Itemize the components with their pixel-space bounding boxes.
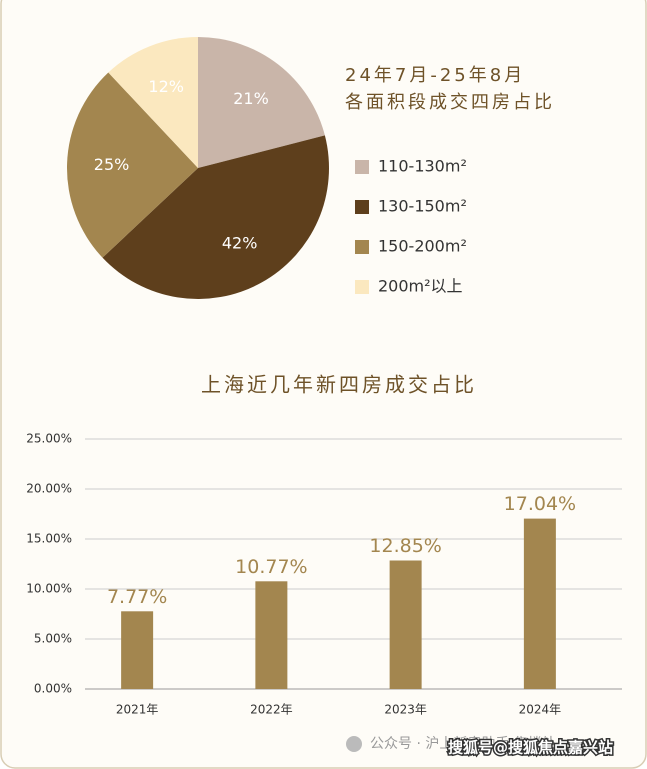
y-tick-label: 0.00%: [34, 682, 72, 696]
y-tick-label: 5.00%: [34, 632, 72, 646]
pie-title: 各面积段成交四房占比: [345, 92, 555, 113]
pie-slice: [67, 72, 199, 258]
bar: [255, 581, 288, 689]
slice-label: 12%: [148, 77, 184, 96]
value-label: 17.04%: [504, 493, 576, 515]
x-tick-label: 2021年: [116, 703, 159, 717]
value-label: 7.77%: [107, 586, 167, 608]
watermark: 搜狐号@搜狐焦点嘉兴站: [448, 739, 613, 757]
bar: [121, 611, 154, 689]
x-tick-label: 2024年: [519, 703, 562, 717]
slice-label: 42%: [222, 233, 258, 252]
y-tick-label: 10.00%: [26, 582, 72, 596]
pie-title: 24年7月-25年8月: [345, 65, 525, 86]
pie-slice: [108, 37, 198, 168]
slice-label: 21%: [233, 89, 269, 108]
value-label: 10.77%: [235, 556, 307, 578]
pie-slice: [102, 135, 329, 299]
slice-label: 25%: [94, 155, 130, 174]
y-tick-label: 20.00%: [26, 482, 72, 496]
legend-swatch: [355, 160, 369, 174]
legend-swatch: [355, 280, 369, 294]
value-label: 12.85%: [369, 535, 441, 557]
wechat-icon: [346, 736, 362, 752]
bar: [523, 518, 556, 689]
legend-label: 150-200m²: [378, 237, 467, 256]
legend-swatch: [355, 240, 369, 254]
x-tick-label: 2023年: [384, 703, 427, 717]
bar-title: 上海近几年新四房成交占比: [201, 373, 477, 397]
x-tick-label: 2022年: [250, 703, 293, 717]
legend-swatch: [355, 200, 369, 214]
legend-label: 110-130m²: [378, 157, 467, 176]
footer: 公众号 · 沪上新房助手 集楼处: [370, 735, 556, 752]
legend-label: 200m²以上: [378, 277, 463, 296]
y-tick-label: 15.00%: [26, 532, 72, 546]
bar: [389, 560, 422, 689]
legend-label: 130-150m²: [378, 197, 467, 216]
y-tick-label: 25.00%: [26, 432, 72, 446]
pie-slice: [198, 37, 325, 168]
